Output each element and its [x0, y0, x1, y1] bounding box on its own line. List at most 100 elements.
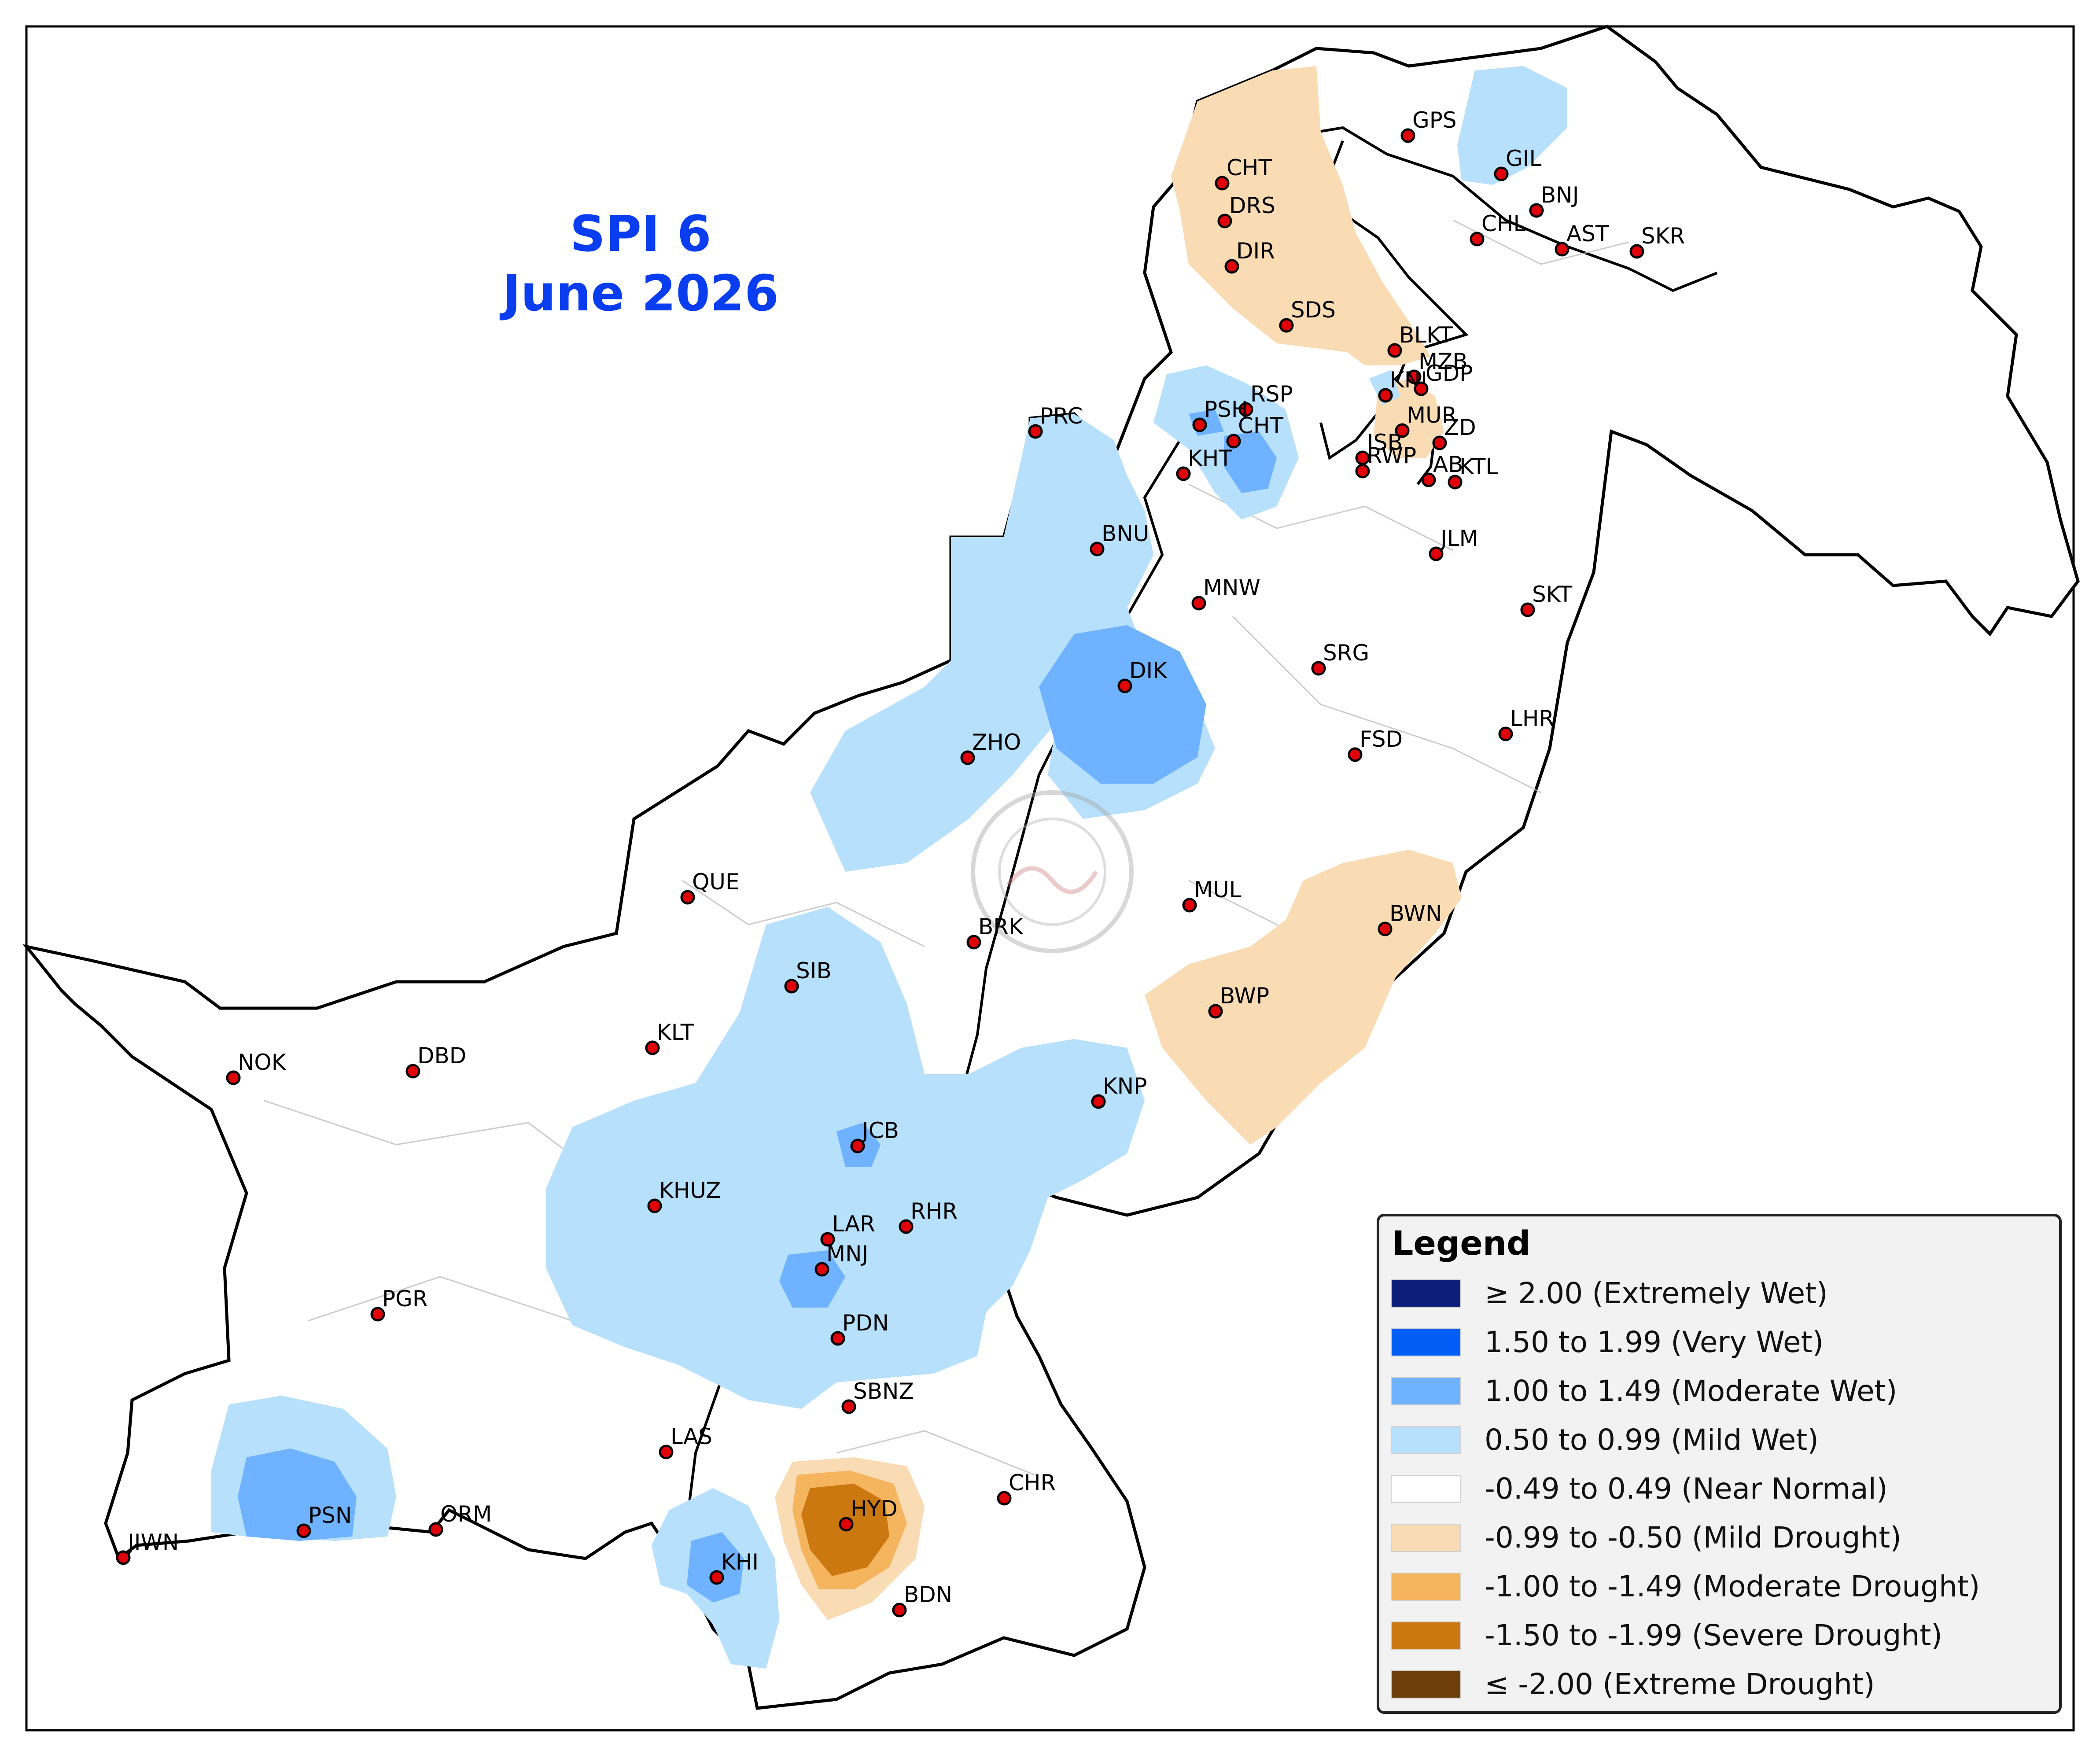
station-chl: CHL: [1470, 211, 1526, 247]
station-marker: [370, 1307, 385, 1322]
legend-swatch: [1391, 1426, 1461, 1454]
station-label: NOK: [238, 1050, 287, 1075]
station-marker: [1421, 472, 1436, 487]
station-label: HYD: [851, 1496, 898, 1522]
station-bnu: BNU: [1090, 521, 1149, 556]
station-mnj: MNJ: [814, 1241, 868, 1277]
legend-swatch: [1391, 1621, 1461, 1650]
station-nok: NOK: [226, 1050, 287, 1085]
station-gps: GPS: [1400, 107, 1457, 143]
station-marker: [1182, 898, 1197, 913]
station-marker: [296, 1523, 311, 1538]
station-lhr: LHR: [1498, 706, 1554, 741]
station-sbnz: SBNZ: [841, 1378, 914, 1414]
station-marker: [1407, 369, 1422, 384]
station-marker: [1387, 343, 1402, 358]
zone-moderate-wet-psn: [238, 1448, 357, 1541]
pmd-watermark: [971, 790, 1134, 953]
legend: Legend ≥ 2.00 (Extremely Wet) 1.50 to 1.9…: [1377, 1214, 2062, 1714]
station-label: JLM: [1439, 526, 1478, 551]
station-zho: ZHO: [960, 730, 1021, 765]
station-gdp: GDP: [1414, 361, 1473, 396]
station-ktl: KTL: [1448, 454, 1498, 490]
station-marker: [709, 1570, 724, 1585]
station-marker: [1414, 381, 1429, 396]
station-marker: [428, 1522, 443, 1537]
station-label: BNU: [1102, 521, 1149, 546]
station-kht: KHT: [1176, 446, 1232, 481]
station-blkt: BLKT: [1387, 322, 1453, 358]
station-marker: [1378, 921, 1393, 936]
station-bwn: BWN: [1378, 901, 1442, 936]
station-marker: [784, 979, 799, 994]
station-label: SRG: [1323, 640, 1369, 666]
station-label: BLKT: [1399, 322, 1453, 348]
station-marker: [1494, 166, 1509, 181]
station-label: CHR: [1009, 1470, 1056, 1496]
station-rsp: RSP: [1238, 381, 1293, 417]
station-label: RWP: [1367, 443, 1416, 468]
legend-label: -0.49 to 0.49 (Near Normal): [1485, 1472, 1888, 1506]
legend-label: ≤ -2.00 (Extreme Drought): [1485, 1667, 1875, 1701]
station-label: CHL: [1481, 211, 1526, 236]
station-label: BRK: [978, 914, 1024, 940]
legend-swatch: [1391, 1279, 1461, 1308]
station-drs: DRS: [1217, 193, 1275, 228]
station-skt: SKT: [1520, 582, 1573, 617]
station-marker: [1555, 242, 1569, 257]
station-bwp: BWP: [1208, 983, 1269, 1019]
station-label: DIK: [1129, 658, 1168, 683]
station-pdn: PDN: [830, 1310, 889, 1346]
map-title: SPI 6 June 2026: [499, 206, 779, 322]
station-marker: [1448, 475, 1463, 490]
station-marker: [1192, 417, 1207, 432]
station-marker: [1226, 434, 1241, 449]
station-marker: [1429, 546, 1444, 561]
station-marker: [820, 1232, 835, 1247]
station-psn: PSN: [296, 1503, 352, 1538]
station-marker: [1529, 203, 1544, 218]
station-marker: [405, 1064, 420, 1079]
station-klt: KLT: [645, 1020, 694, 1055]
zone-moderate-wet-dik: [1039, 625, 1206, 784]
station-label: KNP: [1103, 1073, 1147, 1099]
station-dir: DIR: [1224, 238, 1275, 274]
station-label: LAS: [671, 1424, 712, 1449]
station-label: MUR: [1407, 402, 1457, 428]
station-marker: [1470, 232, 1485, 247]
title-date: June 2026: [499, 265, 779, 322]
station-marker: [645, 1040, 660, 1055]
station-prc: PRC: [1028, 403, 1083, 439]
station-marker: [1238, 402, 1253, 417]
legend-title: Legend: [1392, 1223, 1530, 1263]
station-brk: BRK: [966, 914, 1024, 950]
station-psh: PSH: [1192, 397, 1248, 432]
station-label: JIWN: [126, 1529, 179, 1555]
station-label: KHT: [1188, 446, 1232, 471]
station-label: LAR: [832, 1211, 875, 1237]
station-marker: [1117, 678, 1132, 693]
station-jiwn: JIWN: [116, 1529, 179, 1565]
station-marker: [1348, 747, 1363, 762]
station-fsd: FSD: [1348, 726, 1403, 762]
station-label: GPS: [1412, 107, 1457, 133]
station-ab: AB: [1421, 452, 1463, 487]
station-hyd: HYD: [839, 1496, 898, 1532]
station-ast: AST: [1555, 221, 1609, 257]
station-label: DIR: [1236, 238, 1275, 264]
station-sds: SDS: [1279, 297, 1336, 333]
station-label: SIB: [796, 958, 832, 984]
station-label: SKR: [1641, 223, 1685, 249]
station-label: ISB: [1367, 430, 1403, 455]
station-isb: ISB: [1355, 430, 1403, 465]
station-label: RHR: [910, 1198, 958, 1224]
station-marker: [226, 1070, 241, 1085]
station-label: KHUZ: [659, 1178, 721, 1203]
station-que: QUE: [680, 869, 740, 905]
station-label: GIL: [1506, 146, 1541, 171]
station-label: KTL: [1459, 454, 1498, 479]
station-label: BNJ: [1541, 182, 1579, 208]
station-mul: MUL: [1182, 877, 1242, 913]
station-bdn: BDN: [892, 1582, 952, 1618]
